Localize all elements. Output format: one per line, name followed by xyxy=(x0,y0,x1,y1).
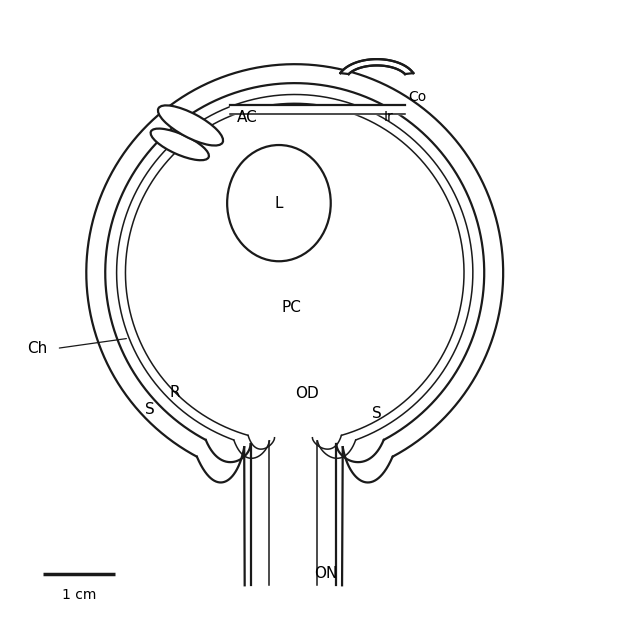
Text: S: S xyxy=(145,402,154,417)
Text: Ch: Ch xyxy=(27,341,47,356)
Text: 1 cm: 1 cm xyxy=(61,588,96,602)
Text: PC: PC xyxy=(282,300,301,315)
Text: OD: OD xyxy=(295,387,319,401)
Ellipse shape xyxy=(158,106,223,145)
Polygon shape xyxy=(340,59,413,74)
Ellipse shape xyxy=(227,145,331,261)
Text: AC: AC xyxy=(237,110,258,125)
Text: Ir: Ir xyxy=(383,109,393,124)
Text: S: S xyxy=(372,406,381,421)
Text: ON: ON xyxy=(314,566,337,581)
Text: R: R xyxy=(170,385,180,400)
Text: Co: Co xyxy=(408,90,427,104)
Text: L: L xyxy=(275,196,283,211)
Polygon shape xyxy=(230,105,405,114)
Ellipse shape xyxy=(150,129,209,160)
